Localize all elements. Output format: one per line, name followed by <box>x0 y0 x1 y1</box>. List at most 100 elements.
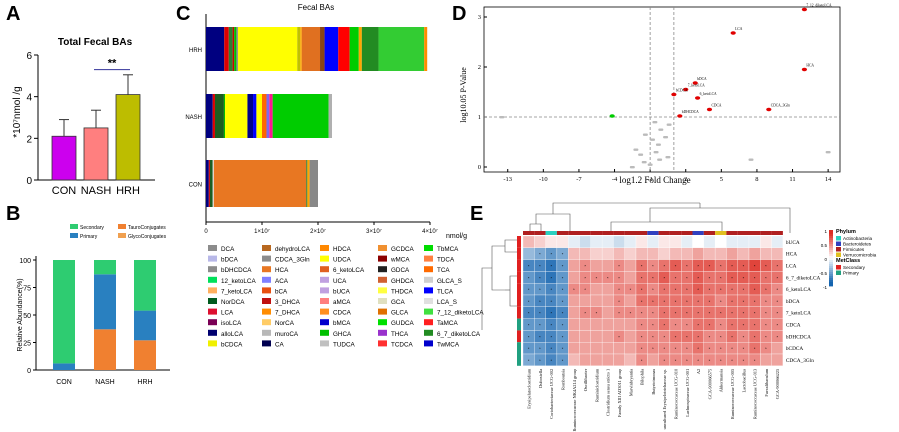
panel-e-cell-mark: * <box>539 346 541 351</box>
panel-e-cell <box>522 247 535 260</box>
panel-c-legend-swatch <box>320 276 329 283</box>
panel-c-legend-label: TbMCA <box>437 246 459 253</box>
panel-d-xtick-label: 5 <box>720 176 723 183</box>
panel-c-bar-segment <box>214 94 224 138</box>
panel-e-phylum-swatch <box>836 247 841 252</box>
panel-e-colorscale-label: -0.5 <box>819 271 827 276</box>
panel-e-cell-mark: * <box>731 299 733 304</box>
panel-e-cell <box>703 247 716 260</box>
panel-e-cell-mark: * <box>562 275 564 280</box>
panel-e-cell-mark: * <box>550 275 552 280</box>
panel-e-cell <box>624 235 637 248</box>
panel-e-cell <box>624 247 637 260</box>
panel-e-cell <box>760 353 772 366</box>
panel-d-point-ns <box>653 151 659 154</box>
panel-c-legend-swatch <box>378 319 387 326</box>
panel-e-cell-mark: * <box>539 264 541 269</box>
panel-c-legend-label: LCA_S <box>437 299 457 306</box>
panel-c-legend-label: GUDCA <box>391 320 415 327</box>
panel-a-ytick-label: 0 <box>26 176 32 187</box>
panel-e-cell-mark: * <box>652 323 654 328</box>
panel-e-colorscale-band <box>829 240 833 243</box>
panel-e-col-label: Oscillibacter <box>583 368 588 391</box>
panel-e-cell-mark: * <box>528 323 530 328</box>
panel-e-cell <box>590 318 603 331</box>
panel-e-cell-mark: * <box>584 264 586 269</box>
panel-e-phylum-cell <box>669 231 682 235</box>
panel-b-segment-secondary <box>94 260 116 275</box>
panel-c-legend-label: UDCA <box>333 257 352 264</box>
panel-e-cell <box>579 353 591 366</box>
panel-c-bar-segment <box>225 94 248 138</box>
panel-e-cell <box>568 259 580 272</box>
panel-e-cell-mark: * <box>675 275 677 280</box>
panel-e-phylum-title: Phylum <box>836 229 856 235</box>
panel-c-bar-segment <box>234 27 237 71</box>
panel-e-cell <box>681 235 693 248</box>
panel-e-cell-mark: * <box>652 346 654 351</box>
panel-e-cell-mark: * <box>618 311 620 316</box>
panel-c-legend-label: UCA <box>333 278 347 285</box>
panel-c-legend-swatch <box>262 255 271 262</box>
panel-c-bar-segment <box>378 27 425 71</box>
panel-e-cell-mark: * <box>697 275 699 280</box>
panel-d-point-ns <box>638 153 644 156</box>
panel-e-cell <box>703 235 716 248</box>
panel-c-legend-swatch <box>208 329 217 336</box>
panel-d-point-ns <box>650 138 656 141</box>
panel-c-legend-label: HDCA <box>333 246 352 253</box>
panel-e-cell-mark: * <box>776 334 778 339</box>
panel-c-legend-swatch <box>262 266 271 273</box>
panel-e-cell-mark: * <box>720 287 722 292</box>
panel-e-cell-mark: * <box>720 323 722 328</box>
panel-d-point-ns <box>655 143 661 146</box>
panel-d-point-label: bDHCDCA <box>682 110 699 114</box>
panel-c-legend-label: 6_7_diketoLCA <box>437 331 481 338</box>
panel-e-cell <box>579 235 591 248</box>
panel-e-cell-mark: * <box>709 334 711 339</box>
panel-e-cell-mark: * <box>731 311 733 316</box>
panel-c-legend-swatch <box>320 287 329 294</box>
panel-b-segment-primary <box>53 363 75 370</box>
panel-c-legend-swatch <box>208 245 217 251</box>
panel-e-cell <box>748 235 761 248</box>
panel-c-legend-swatch <box>262 287 271 294</box>
panel-e-cell-mark: * <box>709 264 711 269</box>
panel-e-col-label: uncultured Erysipelotrichaceae sp. <box>662 369 667 430</box>
panel-c-legend-label: dehydroLCA <box>275 246 311 253</box>
panel-d-xtick-label: -1 <box>647 176 652 183</box>
panel-e-cell <box>568 353 580 366</box>
panel-e-cell-mark: * <box>663 264 665 269</box>
panel-c-horizontal-bars: Fecal BAs nmol/g 0 1×10⁷ 2×10⁷ 3×10⁷ 4×10⁷ HR… <box>185 3 484 348</box>
panel-e-cell-mark: * <box>765 311 767 316</box>
panel-b-xtick-label: NASH <box>95 379 114 386</box>
panel-e-phylum-cell <box>636 231 648 235</box>
panel-c-legend-swatch <box>424 298 433 304</box>
panel-c-legend-swatch <box>320 319 329 326</box>
panel-c-legend-label: NorCA <box>275 320 295 327</box>
panel-e-cell <box>760 247 772 260</box>
panel-c-legend-swatch <box>424 266 433 273</box>
panel-e-cell-mark: * <box>720 334 722 339</box>
panel-e-cell-mark: * <box>754 275 756 280</box>
panel-e-cell-mark: * <box>776 323 778 328</box>
panel-c-legend-label: bCA <box>275 288 288 295</box>
panel-e-cell-mark: * <box>675 346 677 351</box>
panel-a-bar-chart: Total Fecal BAs *10⁷nmol /g 0 2 4 6 CON NASH H… <box>12 37 155 197</box>
panel-e-cell-mark: * <box>584 287 586 292</box>
panel-e-class-label: Secondary <box>843 265 866 270</box>
panel-c-legend-label: 3_DHCA <box>275 299 301 306</box>
panel-c-legend-swatch <box>424 340 433 347</box>
panel-c-bar-segment <box>269 94 273 138</box>
panel-b-ytick-label: 25 <box>23 341 31 348</box>
panel-e-cell-mark: * <box>539 252 541 257</box>
panel-c-legend-label: 7_12_diketoLCA <box>437 310 484 317</box>
panel-label-a: A <box>6 3 20 25</box>
panel-e-cell-mark: * <box>539 358 541 363</box>
panel-e-cell-mark: * <box>720 358 722 363</box>
panel-e-cell <box>613 353 625 366</box>
panel-c-bar-segment <box>224 27 229 71</box>
panel-d-point-sig <box>677 114 683 118</box>
panel-e-cell <box>568 318 580 331</box>
